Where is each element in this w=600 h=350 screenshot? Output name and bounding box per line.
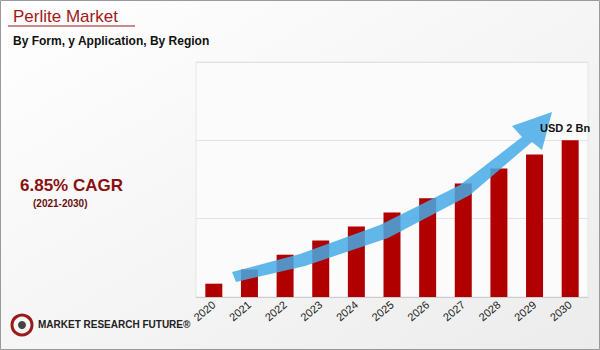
svg-text:2030: 2030 [548,298,574,323]
svg-text:MARKET RESEARCH FUTURE®: MARKET RESEARCH FUTURE® [38,319,191,330]
svg-text:USD 2 Bn: USD 2 Bn [540,122,590,134]
svg-text:2022: 2022 [262,298,288,323]
svg-text:2021: 2021 [227,298,253,323]
svg-text:By Form, y Application, By Reg: By Form, y Application, By Region [13,34,209,48]
svg-text:Perlite Market: Perlite Market [13,7,118,26]
svg-text:2029: 2029 [512,298,538,323]
svg-text:2024: 2024 [334,298,360,323]
svg-text:2026: 2026 [405,298,431,323]
svg-text:2020: 2020 [191,298,217,323]
svg-text:2027: 2027 [441,298,467,323]
svg-text:6.85% CAGR: 6.85% CAGR [20,176,123,195]
svg-text:(2021-2030): (2021-2030) [33,198,87,209]
svg-text:2025: 2025 [369,298,395,323]
svg-text:2023: 2023 [298,298,324,323]
svg-text:2028: 2028 [476,298,502,323]
